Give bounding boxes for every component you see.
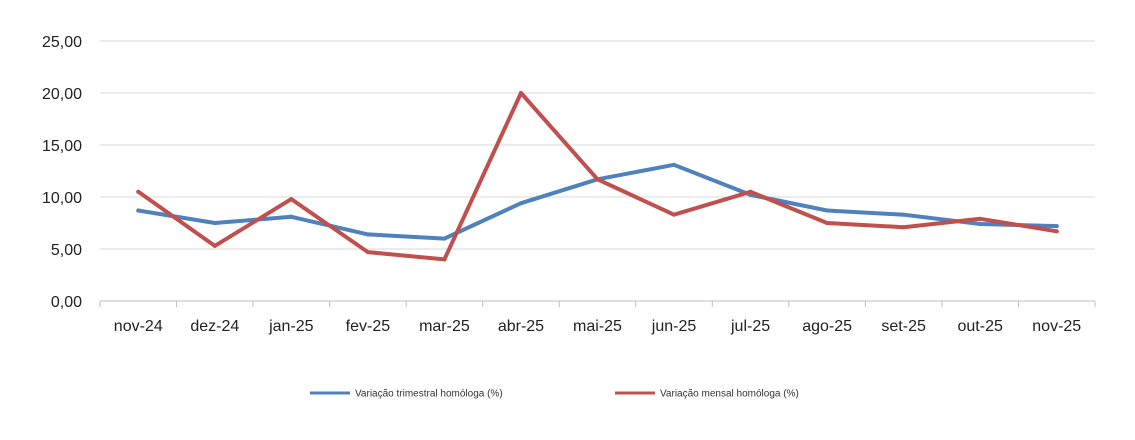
- legend-label-1: Variação trimestral homóloga (%): [355, 389, 503, 400]
- data-point-series-1: [672, 162, 677, 167]
- data-point-series-2: [595, 177, 600, 182]
- x-tick-label: mar-25: [419, 318, 470, 335]
- data-point-series-2: [1054, 229, 1059, 234]
- series-lines: [136, 91, 1059, 262]
- axes: [99, 300, 1096, 307]
- y-axis-tick-labels: 0,00 5,00 10,00 15,00 20,00 25,00: [42, 34, 82, 311]
- x-tick-label: jan-25: [268, 318, 314, 335]
- x-tick-label: ago-25: [802, 318, 852, 335]
- data-point-series-2: [672, 212, 677, 217]
- y-tick-label: 20,00: [42, 86, 82, 103]
- x-tick-label: fev-25: [346, 318, 391, 335]
- gridlines: [100, 40, 1095, 250]
- x-tick-label: nov-24: [114, 318, 163, 335]
- data-point-series-1: [212, 221, 217, 225]
- y-tick-label: 10,00: [42, 190, 82, 207]
- data-point-series-2: [901, 225, 906, 230]
- x-tick-label: out-25: [958, 318, 1003, 335]
- y-tick-label: 0,00: [51, 294, 82, 311]
- data-point-series-1: [365, 232, 370, 237]
- legend-label-2: Variação mensal homóloga (%): [660, 389, 799, 400]
- data-point-series-1: [978, 222, 983, 227]
- data-point-series-1: [289, 214, 294, 219]
- x-tick-label: dez-24: [190, 318, 239, 335]
- data-point-series-1: [1054, 224, 1059, 229]
- data-point-series-2: [136, 189, 141, 194]
- x-tick-label: set-25: [881, 318, 926, 335]
- series-line-2: [136, 91, 1059, 262]
- data-point-series-1: [136, 208, 141, 213]
- data-point-series-1: [825, 208, 830, 213]
- y-tick-label: 5,00: [51, 242, 82, 259]
- data-point-series-2: [518, 91, 523, 95]
- data-point-series-2: [825, 221, 830, 225]
- legend: Variação trimestral homóloga (%) Variação…: [310, 389, 799, 400]
- data-point-series-2: [365, 250, 370, 255]
- data-point-series-2: [212, 243, 217, 248]
- data-point-series-1: [901, 212, 906, 217]
- x-tick-label: jun-25: [651, 318, 697, 335]
- data-point-series-2: [978, 216, 983, 221]
- data-point-series-2: [289, 197, 294, 202]
- data-point-series-2: [442, 257, 447, 262]
- x-axis-tick-labels: nov-24 dez-24 jan-25 fev-25 mar-25 abr-25 mai-…: [114, 318, 1081, 335]
- y-tick-label: 25,00: [42, 34, 82, 51]
- x-tick-label: nov-25: [1032, 318, 1081, 335]
- data-point-series-1: [442, 236, 447, 241]
- x-tick-label: abr-25: [498, 318, 544, 335]
- y-tick-label: 15,00: [42, 138, 82, 155]
- x-tick-label: mai-25: [573, 318, 622, 335]
- data-point-series-1: [518, 201, 523, 206]
- data-point-series-2: [748, 189, 753, 194]
- x-tick-label: jul-25: [730, 318, 770, 335]
